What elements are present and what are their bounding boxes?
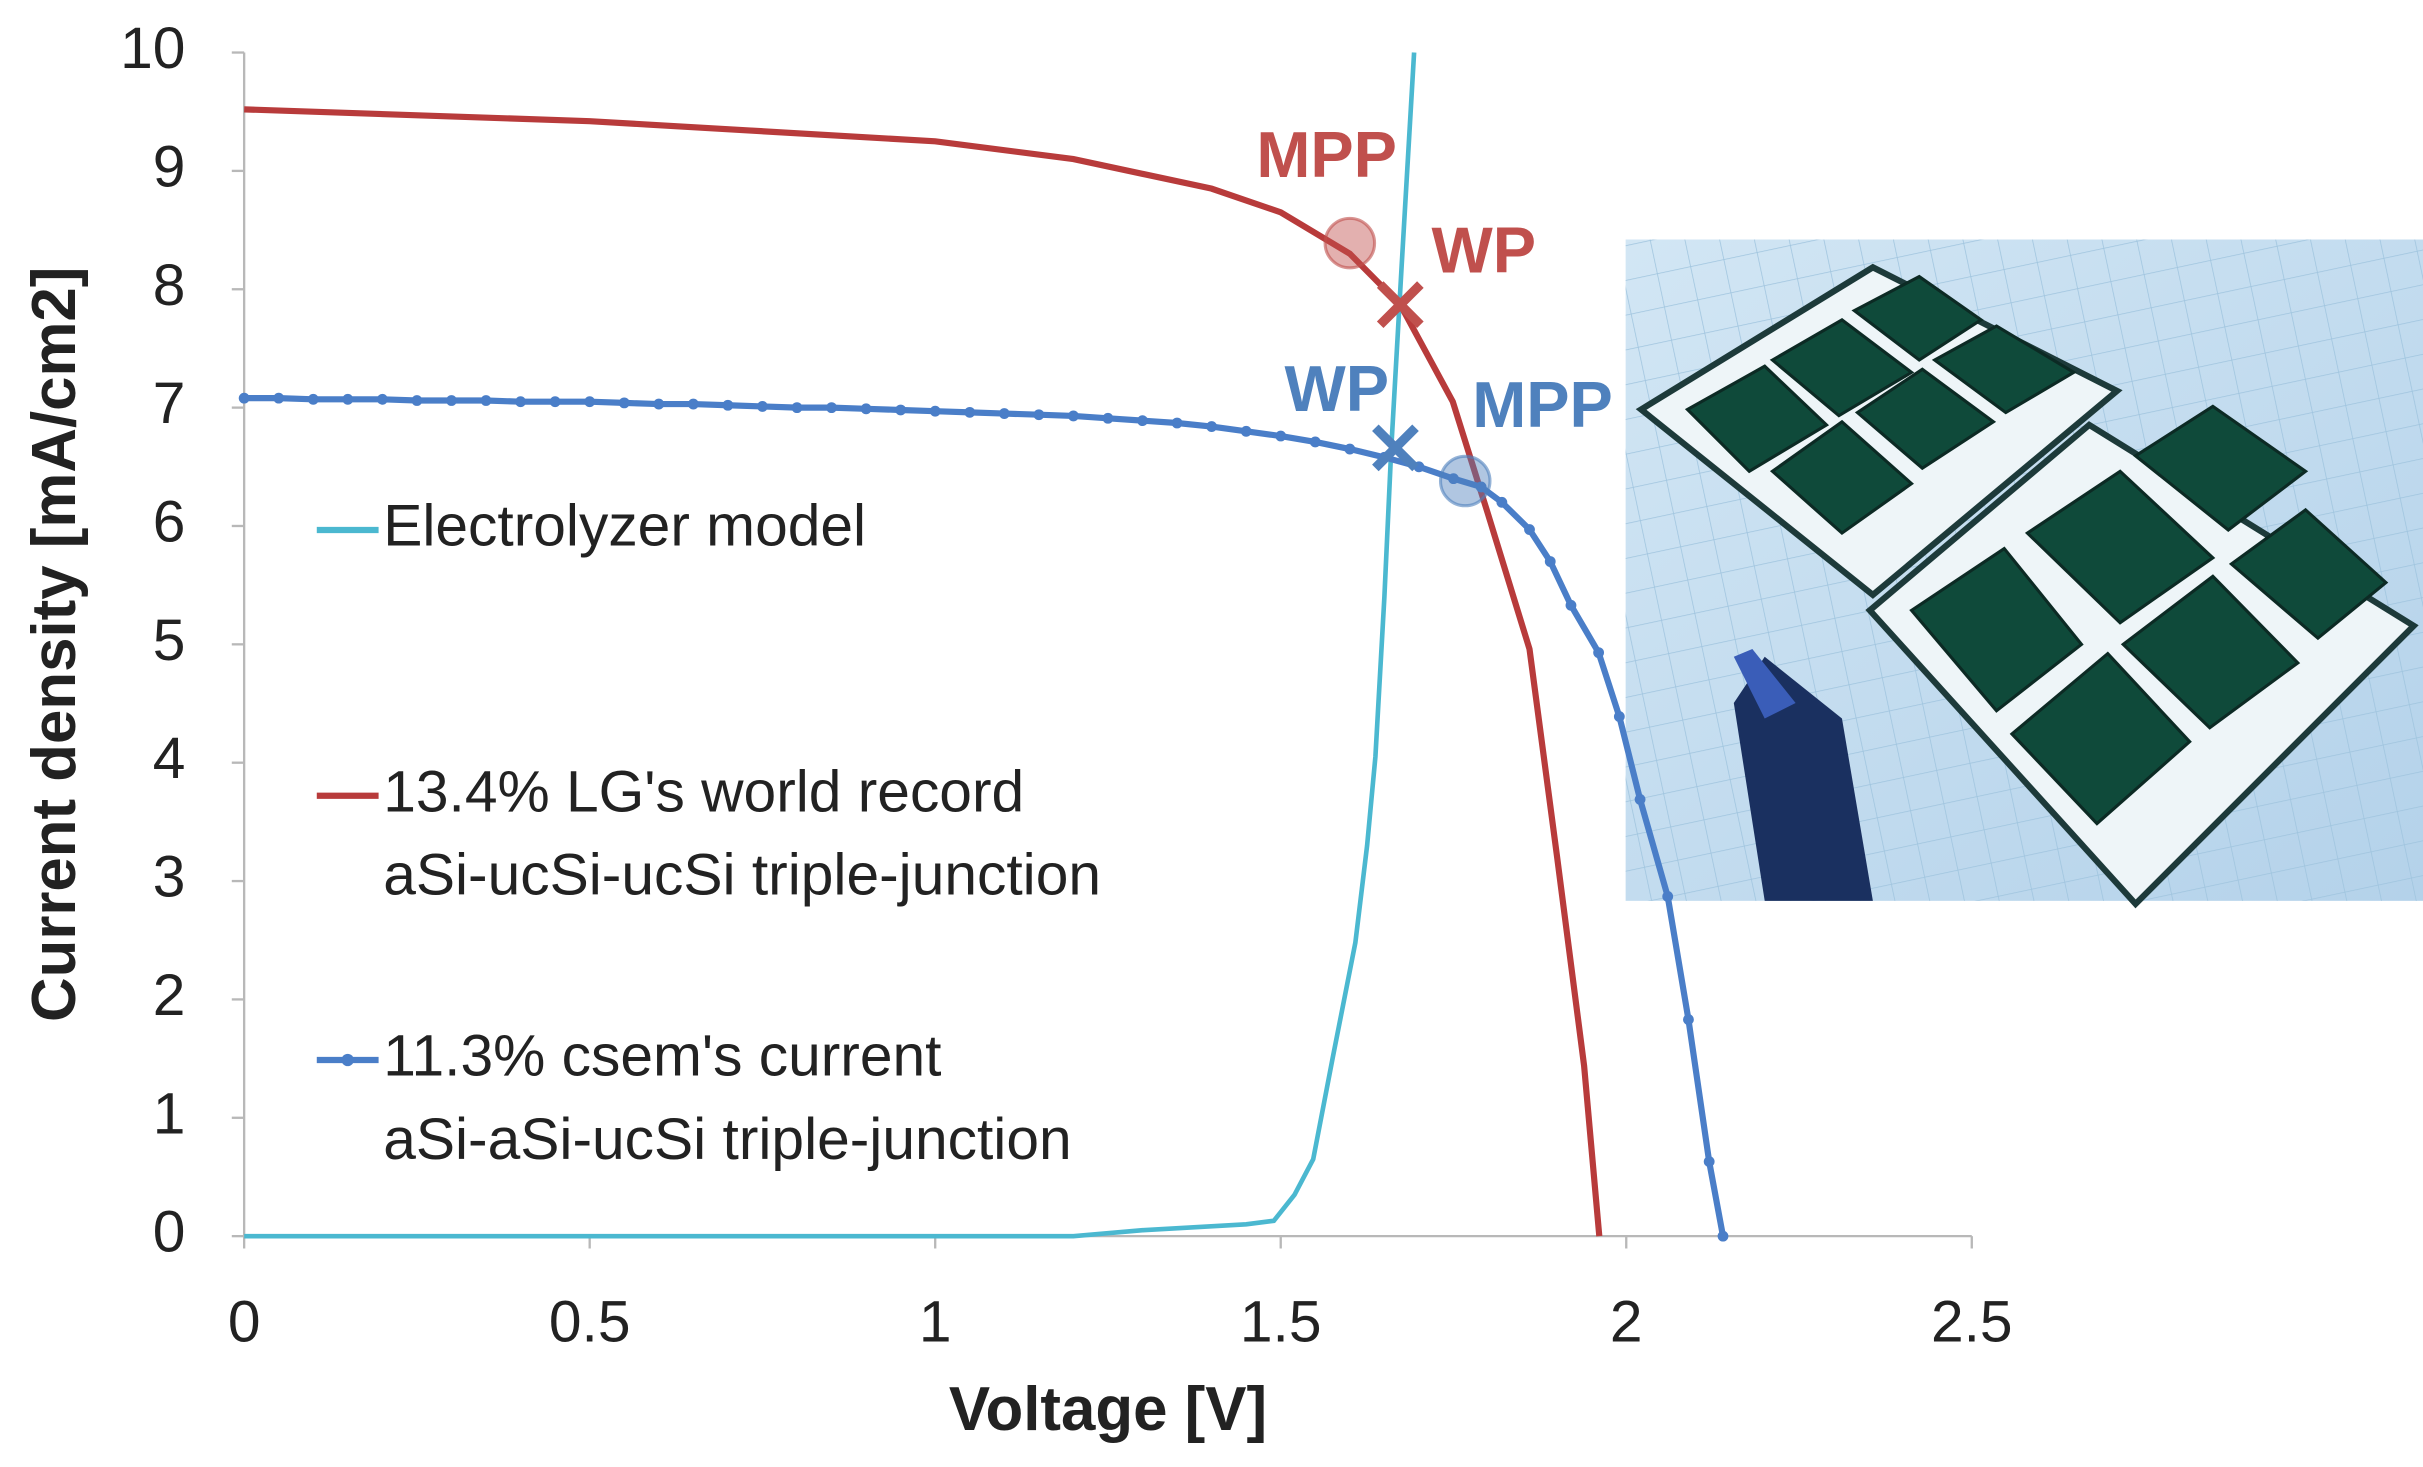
data-point: [653, 398, 665, 410]
data-point: [549, 396, 561, 408]
data-point: [1171, 417, 1183, 429]
y-tick-label: 10: [120, 16, 185, 81]
y-tick-label: 4: [153, 726, 186, 791]
data-point: [1033, 409, 1045, 421]
data-point: [1524, 524, 1535, 535]
data-point: [307, 393, 319, 405]
data-point: [1137, 415, 1148, 427]
point-marker: [1372, 424, 1419, 472]
data-point: [1717, 1230, 1729, 1242]
data-point: [895, 404, 907, 416]
series-line: [244, 395, 1727, 1237]
legend-label: 11.3% csem's current: [383, 1024, 941, 1089]
data-point: [1309, 436, 1321, 448]
data-point: [1496, 496, 1508, 508]
x-tick-label: 0: [228, 1289, 261, 1354]
data-point: [1565, 599, 1577, 611]
point-label: MPP: [1256, 118, 1397, 191]
x-tick-label: 2.5: [1931, 1289, 2013, 1354]
point-marker: [1323, 216, 1377, 270]
x-tick-label: 2: [1610, 1289, 1643, 1354]
y-tick-label: 2: [153, 963, 186, 1028]
legend-marker: [341, 1053, 354, 1067]
data-point: [1613, 711, 1625, 722]
legend-label: 13.4% LG's world record: [383, 759, 1024, 824]
data-point: [1448, 473, 1459, 485]
data-point: [929, 405, 941, 417]
data-point: [1206, 421, 1218, 432]
data-point: [1344, 443, 1356, 455]
data-point: [791, 402, 803, 414]
series-line: [244, 106, 1603, 1237]
x-axis-title: Voltage [V]: [949, 1375, 1267, 1444]
series-line: [244, 52, 1417, 1239]
y-tick-label: 7: [153, 371, 186, 436]
data-point: [480, 395, 492, 406]
y-tick-label: 3: [153, 845, 186, 910]
data-point: [1240, 425, 1252, 437]
point-marker: [1438, 454, 1492, 508]
y-tick-label: 8: [153, 253, 186, 318]
x-tick-label: 1.5: [1240, 1289, 1322, 1354]
data-point: [722, 399, 734, 411]
y-tick-label: 9: [153, 134, 186, 199]
y-axis-title: Current density [mA/cm2]: [20, 267, 89, 1022]
x-tick-label: 0.5: [549, 1289, 631, 1354]
point-marker: [1376, 281, 1424, 329]
data-point: [1593, 647, 1605, 659]
data-point: [1275, 430, 1287, 442]
data-point: [998, 408, 1010, 419]
data-point: [273, 392, 285, 404]
data-point: [860, 403, 872, 415]
data-point: [342, 393, 354, 405]
y-tick-label: 1: [153, 1081, 186, 1146]
legend-label: Electrolyzer model: [383, 494, 866, 559]
y-tick-label: 0: [153, 1200, 186, 1265]
data-point: [238, 392, 250, 404]
point-label: WP: [1284, 352, 1389, 425]
legend-label: aSi-aSi-ucSi triple-junction: [383, 1107, 1071, 1172]
y-tick-label: 6: [153, 489, 186, 554]
point-label: WP: [1431, 213, 1536, 286]
data-point: [1703, 1156, 1715, 1167]
data-point: [687, 398, 699, 410]
data-point: [584, 396, 596, 408]
data-point: [1102, 412, 1114, 424]
data-point: [411, 395, 423, 406]
data-point: [1475, 481, 1487, 493]
data-point: [446, 395, 457, 406]
point-label: MPP: [1472, 368, 1613, 441]
data-point: [1683, 1014, 1694, 1025]
x-tick-label: 1: [919, 1289, 952, 1354]
y-tick-label: 5: [153, 608, 186, 673]
data-point: [515, 396, 526, 408]
data-point: [1634, 793, 1646, 805]
data-point: [826, 402, 837, 414]
data-point: [1068, 410, 1079, 422]
data-point: [1662, 891, 1674, 902]
data-point: [376, 393, 388, 405]
data-point: [1544, 556, 1556, 567]
data-point: [964, 406, 976, 418]
legend-label: aSi-ucSi-ucSi triple-junction: [383, 843, 1101, 908]
data-point: [757, 401, 768, 412]
data-point: [618, 397, 630, 409]
photo: [1625, 239, 2423, 909]
